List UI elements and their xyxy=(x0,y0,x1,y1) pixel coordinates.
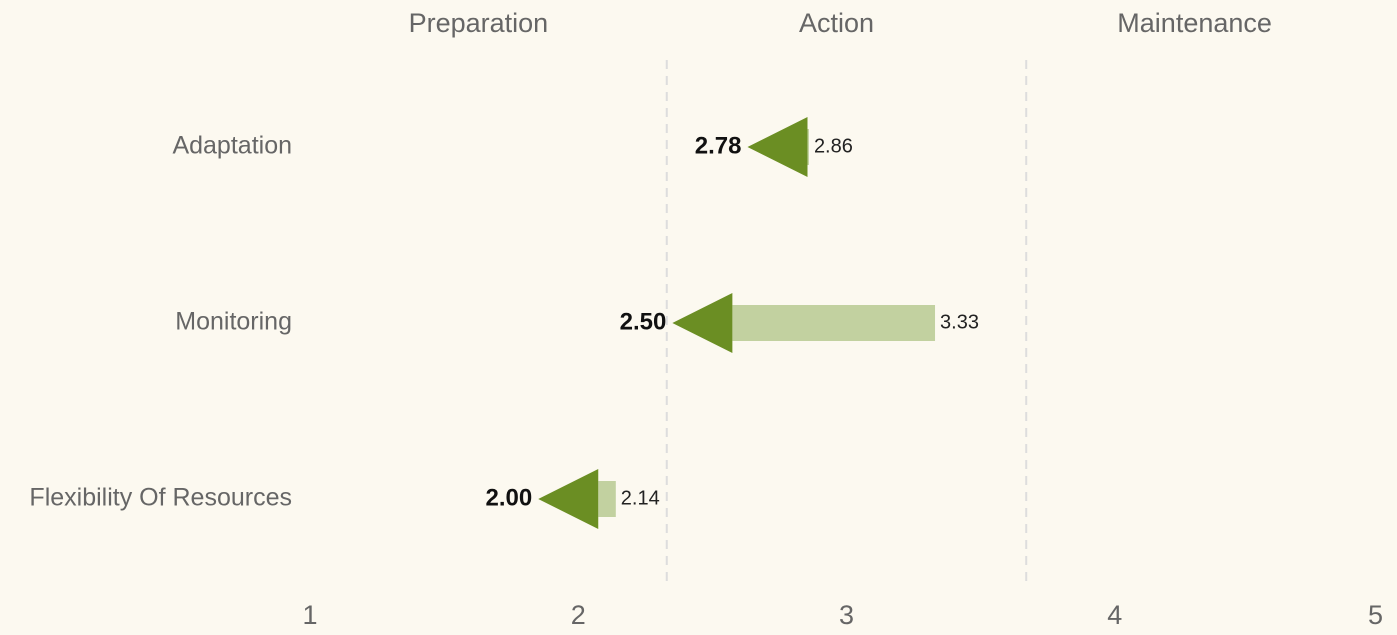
from-label: 2.14 xyxy=(621,487,660,509)
arrow-head xyxy=(538,469,599,529)
arrow-head xyxy=(747,117,808,177)
stage-label: Maintenance xyxy=(1117,8,1272,38)
stage-label: Action xyxy=(799,8,874,38)
value-label: 2.00 xyxy=(486,484,533,511)
x-tick-label: 3 xyxy=(839,600,854,630)
x-tick-label: 4 xyxy=(1107,600,1122,630)
from-label: 2.86 xyxy=(814,135,853,157)
from-label: 3.33 xyxy=(940,311,979,333)
arrow-shaft xyxy=(807,129,809,165)
category-label: Monitoring xyxy=(175,308,292,336)
stage-label: Preparation xyxy=(409,8,549,38)
x-tick-label: 1 xyxy=(302,600,317,630)
category-label: Adaptation xyxy=(172,132,292,160)
arrow-shaft xyxy=(732,305,936,341)
arrow-shaft xyxy=(598,481,616,517)
arrow-head xyxy=(672,293,733,353)
category-label: Flexibility Of Resources xyxy=(29,484,292,512)
value-label: 2.50 xyxy=(620,308,667,335)
x-tick-label: 5 xyxy=(1368,600,1383,630)
value-label: 2.78 xyxy=(695,132,742,159)
x-tick-label: 2 xyxy=(571,600,586,630)
